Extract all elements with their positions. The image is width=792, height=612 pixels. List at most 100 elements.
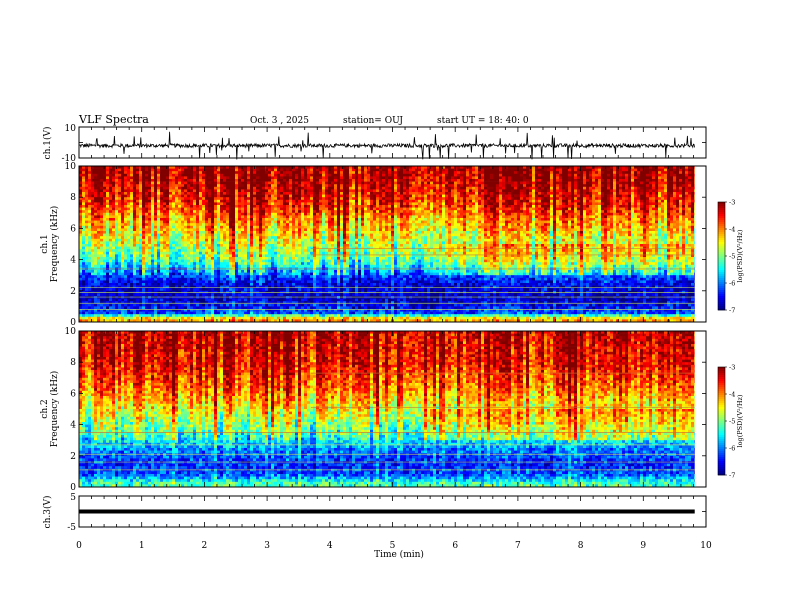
spectrogram-cell [247, 210, 250, 213]
spectrogram-cell [520, 189, 523, 192]
spectrogram-cell [214, 192, 217, 195]
spectrogram-cell [277, 176, 280, 179]
spectrogram-cell [196, 215, 199, 218]
spectrogram-cell [112, 197, 115, 200]
spectrogram-cell [328, 202, 331, 205]
spectrogram-cell [109, 226, 112, 229]
spectrogram-cell [304, 192, 307, 195]
spectrogram-cell [169, 208, 172, 211]
spectrogram-cell [631, 174, 634, 177]
spectrogram-cell [238, 223, 241, 226]
spectrogram-cell [352, 213, 355, 216]
spectrogram-cell [565, 174, 568, 177]
spectrogram-cell [247, 176, 250, 179]
spectrogram-cell [667, 195, 670, 198]
spectrogram-cell [262, 200, 265, 203]
spectrogram-cell [328, 184, 331, 187]
spectrogram-cell [526, 213, 529, 216]
spectrogram-cell [652, 195, 655, 198]
spectrogram-cell [436, 223, 439, 226]
spectrogram-cell [532, 174, 535, 177]
spectrogram-cell [661, 189, 664, 192]
spectrogram-cell [505, 210, 508, 213]
spectrogram-cell [523, 176, 526, 179]
spectrogram-cell [628, 189, 631, 192]
spectrogram-cell [484, 208, 487, 211]
spectrogram-cell [268, 182, 271, 185]
spectrogram-cell [673, 176, 676, 179]
spectrogram-cell [535, 208, 538, 211]
spectrogram-cell [100, 189, 103, 192]
spectrogram-cell [172, 221, 175, 224]
spectrogram-cell [238, 197, 241, 200]
spectrogram-cell [367, 169, 370, 172]
spectrogram-cell [484, 223, 487, 226]
spectrogram-cell [685, 174, 688, 177]
spectrogram-cell [634, 171, 637, 174]
spectrogram-cell [397, 182, 400, 185]
spectrogram-cell [508, 205, 511, 208]
spectrogram-cell [112, 182, 115, 185]
spectrogram-cell [91, 174, 94, 177]
spectrogram-cell [676, 184, 679, 187]
spectrogram-cell [604, 169, 607, 172]
spectrogram-cell [592, 195, 595, 198]
spectrogram-cell [169, 210, 172, 213]
spectrogram-cell [316, 179, 319, 182]
spectrogram-cell [373, 171, 376, 174]
spectrogram-cell [364, 223, 367, 226]
spectrogram-cell [613, 213, 616, 216]
spectrogram-cell [604, 189, 607, 192]
spectrogram-cell [82, 187, 85, 190]
spectrogram-cell [88, 176, 91, 179]
spectrogram-cell [298, 174, 301, 177]
spectrogram-cell [199, 226, 202, 229]
spectrogram-cell [547, 187, 550, 190]
spectrogram-cell [646, 200, 649, 203]
spectrogram-cell [613, 221, 616, 224]
spectrogram-cell [112, 213, 115, 216]
spectrogram-cell [532, 169, 535, 172]
spectrogram-cell [568, 179, 571, 182]
spectrogram-cell [505, 169, 508, 172]
spectrogram-cell [592, 176, 595, 179]
spectrogram-cell [337, 184, 340, 187]
spectrogram-cell [673, 171, 676, 174]
spectrogram-cell [517, 176, 520, 179]
spectrogram-cell [334, 182, 337, 185]
spectrogram-cell [424, 182, 427, 185]
spectrogram-cell [595, 192, 598, 195]
spectrogram-cell [157, 171, 160, 174]
spectrogram-cell [304, 189, 307, 192]
spectrogram-cell [280, 218, 283, 221]
spectrogram-cell [550, 182, 553, 185]
spectrogram-cell [151, 195, 154, 198]
spectrogram-cell [283, 218, 286, 221]
spectrogram-cell [664, 221, 667, 224]
spectrogram-cell [283, 195, 286, 198]
spectrogram-cell [313, 223, 316, 226]
spectrogram-cell [523, 221, 526, 224]
spectrogram-cell [607, 208, 610, 211]
spectrogram-cell [157, 226, 160, 229]
spectrogram-cell [421, 179, 424, 182]
spectrogram-cell [511, 208, 514, 211]
spectrogram-cell [283, 169, 286, 172]
spectrogram-cell [415, 195, 418, 198]
spectrogram-cell [514, 184, 517, 187]
spectrogram-cell [592, 202, 595, 205]
spectrogram-cell [661, 174, 664, 177]
spectrogram-cell [334, 208, 337, 211]
spectrogram-cell [640, 179, 643, 182]
spectrogram-cell [454, 205, 457, 208]
spectrogram-cell [109, 215, 112, 218]
spectrogram-cell [349, 213, 352, 216]
spectrogram-cell [577, 213, 580, 216]
spectrogram-cell [409, 208, 412, 211]
spectrogram-cell [289, 182, 292, 185]
spectrogram-cell [319, 171, 322, 174]
spectrogram-cell [442, 169, 445, 172]
spectrogram-cell [139, 218, 142, 221]
spectrogram-cell [355, 208, 358, 211]
spectrogram-cell [646, 195, 649, 198]
